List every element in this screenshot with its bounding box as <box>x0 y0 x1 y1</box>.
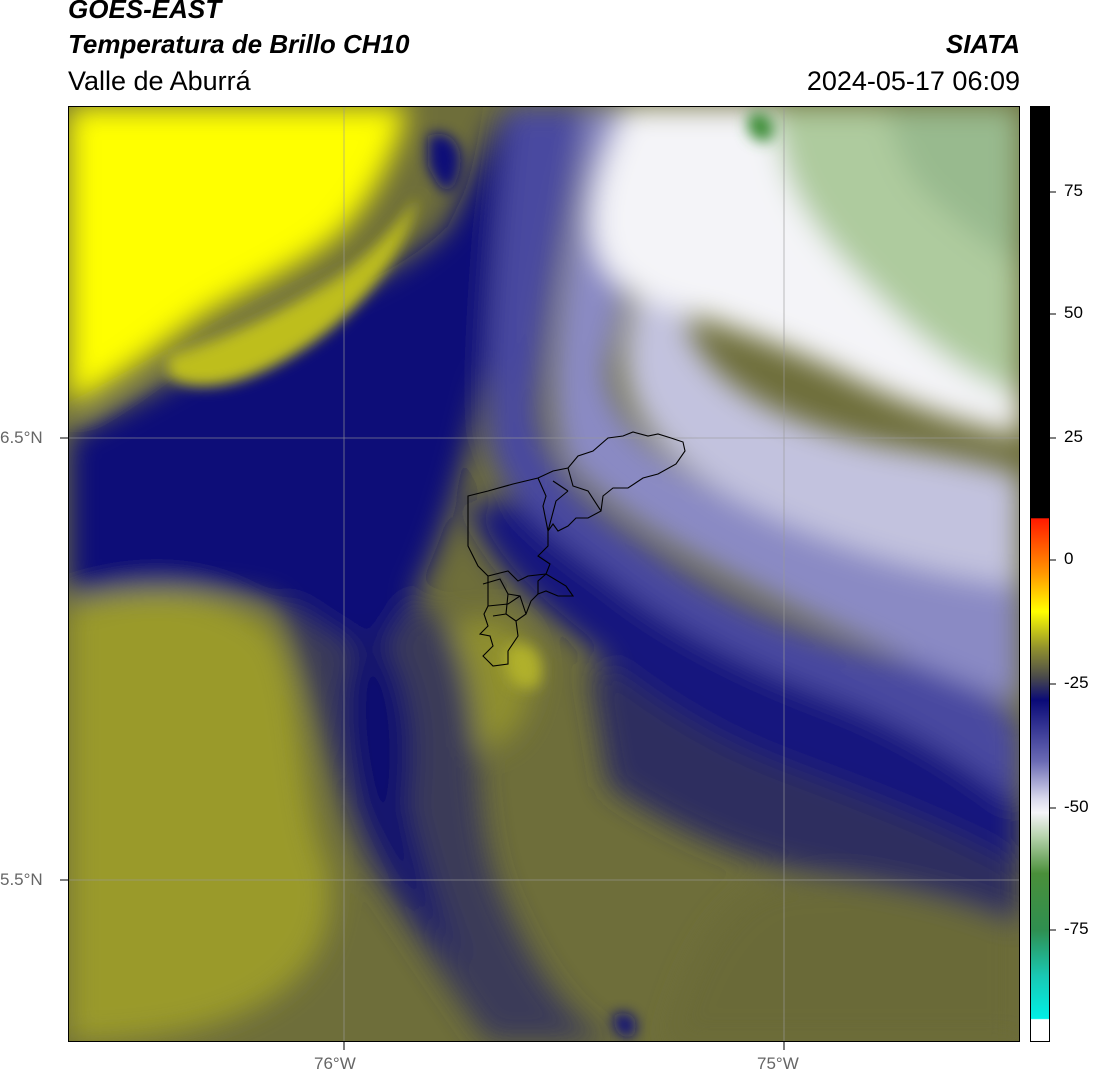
brightness-temperature-map <box>68 106 1020 1042</box>
colorbar-tick-minus25: -25 <box>1064 673 1089 692</box>
axis-tick-marks <box>60 437 785 1050</box>
colorbar <box>1030 106 1050 1042</box>
subtitle: Valle de Aburrá <box>68 66 251 96</box>
title-line-1: GOES-EAST <box>68 0 222 24</box>
title-line-2: Temperatura de Brillo CH10 <box>68 29 410 59</box>
x-tick-75w: 75°W <box>757 1054 799 1073</box>
y-tick-6-5n: 6.5°N <box>0 428 43 447</box>
colorbar-tick-75: 75 <box>1064 181 1083 200</box>
colorbar-tick-50: 50 <box>1064 303 1083 322</box>
colorbar-tick-minus75: -75 <box>1064 919 1089 938</box>
y-tick-5-5n: 5.5°N <box>0 870 43 889</box>
colorbar-tick-0: 0 <box>1064 549 1074 568</box>
datetime-label: 2024-05-17 06:09 <box>806 66 1020 96</box>
x-tick-76w: 76°W <box>314 1054 356 1073</box>
colorbar-tick-minus50: -50 <box>1064 797 1089 816</box>
agency-label: SIATA <box>945 29 1020 59</box>
valle-aburra-boundaries <box>467 431 686 667</box>
colorbar-tick-25: 25 <box>1064 427 1083 446</box>
colorbar-tick-marks <box>1050 191 1056 931</box>
